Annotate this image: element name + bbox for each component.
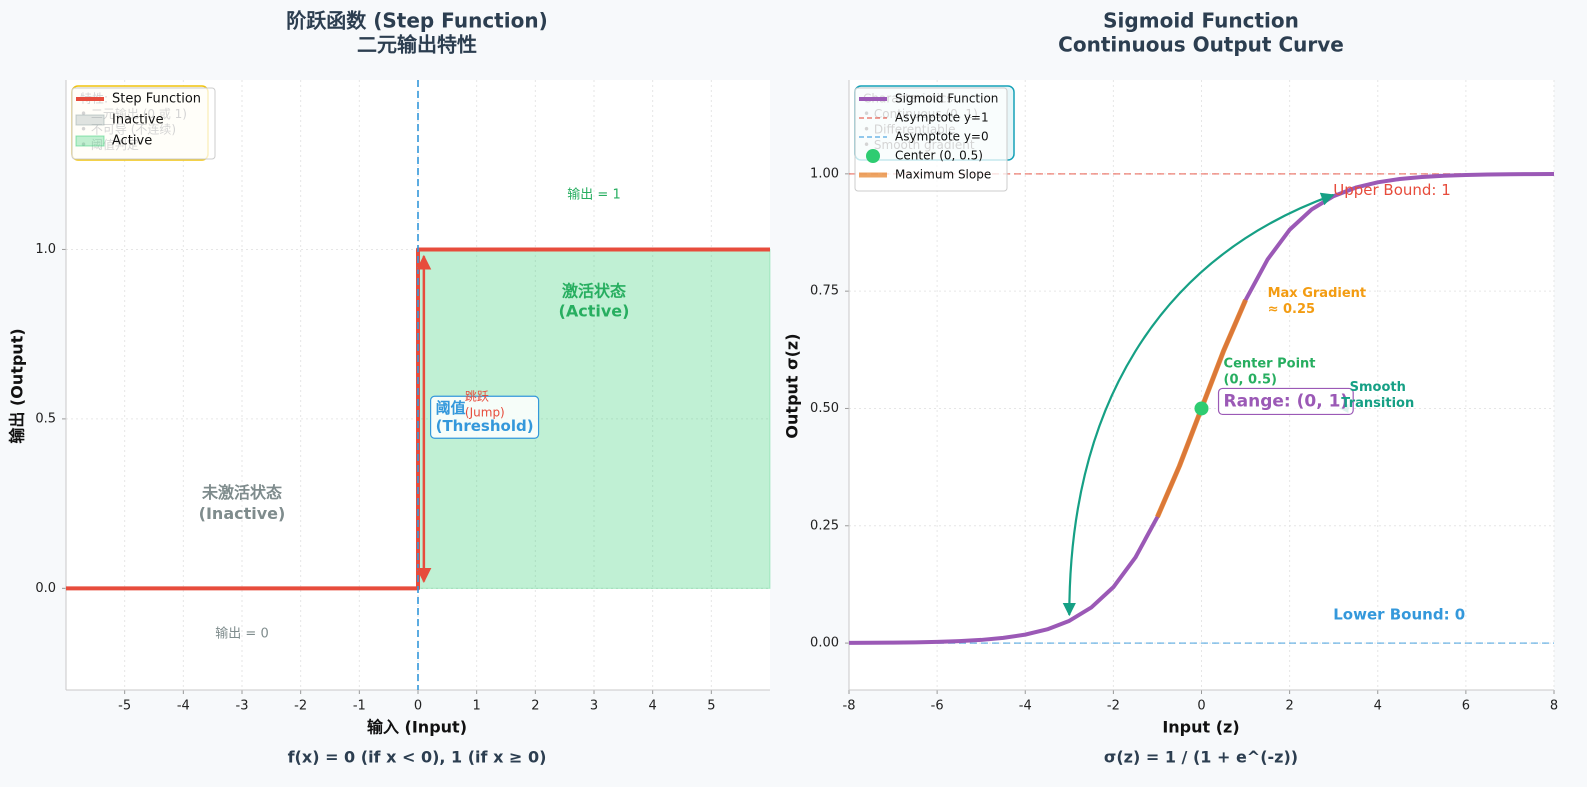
legend-label: Maximum Slope bbox=[895, 168, 991, 182]
annotation: (Threshold) bbox=[436, 417, 534, 435]
x-tick-label: -6 bbox=[931, 699, 944, 714]
y-tick-label: 0.25 bbox=[810, 518, 839, 533]
legend-swatch bbox=[75, 114, 105, 126]
x-tick-label: 1 bbox=[473, 699, 481, 714]
legend-label: Inactive bbox=[112, 113, 164, 128]
x-tick-label: 4 bbox=[1374, 699, 1382, 714]
x-tick-label: -3 bbox=[236, 699, 249, 714]
annotation: 激活状态 bbox=[562, 281, 626, 300]
y-axis-label: 输出 (Output) bbox=[8, 328, 27, 443]
chart-subtitle: Continuous Output Curve bbox=[1058, 33, 1344, 57]
annotation: 阈值 bbox=[436, 399, 466, 417]
chart-subtitle: 二元输出特性 bbox=[357, 33, 477, 57]
formula: σ(z) = 1 / (1 + e^(-z)) bbox=[1104, 748, 1298, 767]
formula: f(x) = 0 (if x < 0), 1 (if x ≥ 0) bbox=[288, 748, 547, 767]
point bbox=[1194, 401, 1209, 416]
annotation: 输出 = 1 bbox=[567, 187, 620, 203]
x-tick-label: 0 bbox=[414, 699, 422, 714]
x-tick-label: -2 bbox=[1107, 699, 1120, 714]
y-tick-label: 1.00 bbox=[810, 166, 839, 181]
legend-label: Asymptote y=0 bbox=[895, 130, 989, 144]
annotation: Range: (0, 1) bbox=[1224, 391, 1349, 411]
y-tick-label: 1.0 bbox=[35, 242, 56, 257]
x-tick-label: -4 bbox=[1019, 699, 1032, 714]
chart-title: Sigmoid Function bbox=[1103, 9, 1299, 33]
legend-box bbox=[854, 87, 1008, 192]
annotation: ≈ 0.25 bbox=[1268, 302, 1316, 317]
x-tick-label: -2 bbox=[294, 699, 307, 714]
annotation: Max Gradient bbox=[1268, 286, 1367, 301]
transition-arrow bbox=[1062, 192, 1335, 617]
x-tick-label: 3 bbox=[590, 699, 598, 714]
annotation: (Active) bbox=[559, 301, 630, 320]
x-tick-label: -5 bbox=[118, 699, 131, 714]
x-axis-label: Input (z) bbox=[1162, 718, 1239, 737]
x-tick-label: 2 bbox=[531, 699, 539, 714]
chart-title: 阶跃函数 (Step Function) bbox=[286, 9, 547, 33]
legend-label: Asymptote y=1 bbox=[895, 111, 989, 125]
x-tick-label: -1 bbox=[353, 699, 366, 714]
x-tick-label: 0 bbox=[1197, 699, 1205, 714]
y-axis-label: Output σ(z) bbox=[783, 333, 802, 438]
annotation: (0, 0.5) bbox=[1224, 372, 1277, 387]
annotation: Smooth bbox=[1350, 380, 1406, 395]
annotation: (Inactive) bbox=[199, 504, 286, 523]
x-tick-label: 4 bbox=[649, 699, 657, 714]
legend: Step Function Inactive Active bbox=[71, 87, 216, 160]
legend-label: Center (0, 0.5) bbox=[895, 149, 983, 163]
subplot: 阶跃函数 (Step Function)二元输出特性 -5 -4 -3 -2 -1 0 1 2 3… bbox=[8, 9, 771, 767]
x-tick-label: 2 bbox=[1285, 699, 1293, 714]
annotation: Transition bbox=[1341, 396, 1414, 411]
y-tick-label: 0.0 bbox=[35, 581, 56, 596]
legend-swatch bbox=[75, 135, 105, 147]
x-tick-label: -4 bbox=[177, 699, 190, 714]
y-tick-label: 0.00 bbox=[810, 636, 839, 651]
annotation: 输出 = 0 bbox=[215, 626, 268, 642]
x-axis-label: 输入 (Input) bbox=[367, 718, 467, 737]
legend-swatch bbox=[866, 149, 880, 163]
annotation-box bbox=[430, 395, 540, 439]
x-tick-label: 6 bbox=[1462, 699, 1470, 714]
legend-label: Active bbox=[112, 134, 152, 149]
annotation: Center Point bbox=[1224, 356, 1316, 371]
annotation-box bbox=[1217, 387, 1354, 416]
legend-label: Step Function bbox=[112, 92, 201, 107]
annotation: Lower Bound: 0 bbox=[1333, 605, 1465, 623]
x-tick-label: 8 bbox=[1550, 699, 1558, 714]
x-tick-label: -8 bbox=[843, 699, 856, 714]
annotation: (Jump) bbox=[465, 405, 505, 419]
x-tick-label: 5 bbox=[707, 699, 715, 714]
y-tick-label: 0.75 bbox=[810, 284, 839, 299]
y-tick-label: 0.5 bbox=[35, 411, 56, 426]
legend: Sigmoid Function Asymptote y=1 Asymptote y… bbox=[854, 87, 1008, 192]
annotation: 跳跃 bbox=[465, 389, 489, 403]
legend-label: Sigmoid Function bbox=[895, 92, 998, 106]
legend-box bbox=[71, 87, 216, 160]
annotation: 未激活状态 bbox=[201, 483, 282, 502]
annotation: Upper Bound: 1 bbox=[1333, 181, 1451, 199]
y-tick-label: 0.50 bbox=[810, 401, 839, 416]
